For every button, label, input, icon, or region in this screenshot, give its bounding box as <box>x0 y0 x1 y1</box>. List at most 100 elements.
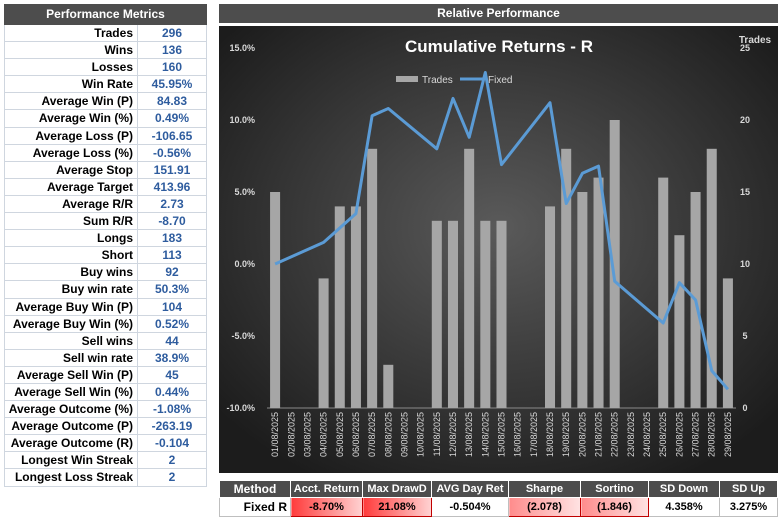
x-axis-tick-label: 02/08/2025 <box>286 412 296 457</box>
metric-label: Average Sell Win (%) <box>5 383 138 401</box>
metrics-row: Win Rate 45.95% <box>5 76 206 94</box>
stats-table: Method Acct. Return Max DrawD AVG Day Re… <box>219 480 778 517</box>
right-axis-tick-label: 0 <box>742 403 747 413</box>
metric-label: Buy win rate <box>5 281 138 298</box>
metric-value: 104 <box>161 299 183 314</box>
stats-header-row: Method Acct. Return Max DrawD AVG Day Re… <box>219 480 778 498</box>
metric-label: Average Win (P) <box>5 93 138 110</box>
metric-value: 92 <box>165 265 179 280</box>
metric-value: 45.95% <box>151 77 193 92</box>
stats-row-fixed: Fixed R -8.70% 21.08% -0.504% (2.078) (1… <box>219 497 778 517</box>
legend-fixed-label: Fixed <box>488 75 512 86</box>
metric-value: 2.73 <box>160 196 184 211</box>
x-axis-tick-label: 14/08/2025 <box>480 412 490 457</box>
x-axis-tick-label: 19/08/2025 <box>561 412 571 457</box>
right-axis-tick-label: 5 <box>742 331 747 341</box>
metrics-row: Sell wins 44 <box>5 332 206 350</box>
trades-bar <box>350 206 361 408</box>
x-axis-tick-label: 28/08/2025 <box>707 412 717 457</box>
metric-value: 38.9% <box>154 350 190 365</box>
trades-bar <box>383 364 394 408</box>
trades-bar <box>464 148 475 409</box>
metrics-row: Buy wins 92 <box>5 264 206 282</box>
trades-bar <box>431 220 442 408</box>
x-axis-tick-label: 16/08/2025 <box>513 412 523 457</box>
metrics-row: Sum R/R -8.70 <box>5 213 206 231</box>
stats-header-sortino: Sortino <box>580 480 649 498</box>
metric-value: -0.56% <box>152 145 192 160</box>
metric-label: Average Sell Win (P) <box>5 366 138 383</box>
relative-performance-title: Relative Performance <box>219 4 778 23</box>
metric-value: -106.65 <box>151 128 193 143</box>
x-axis-tick-label: 10/08/2025 <box>416 412 426 457</box>
metric-label: Average Outcome (R) <box>5 435 138 452</box>
x-axis-tick-label: 05/08/2025 <box>335 412 345 457</box>
metrics-row: Losses 160 <box>5 59 206 77</box>
metric-label: Average Outcome (%) <box>5 401 138 418</box>
metric-label: Average R/R <box>5 195 138 213</box>
x-axis-tick-label: 03/08/2025 <box>302 412 312 457</box>
metric-label: Longest Win Streak <box>5 452 138 469</box>
metric-label: Sell win rate <box>5 349 138 366</box>
stats-header-acct-return: Acct. Return <box>290 480 363 498</box>
left-axis-tick-label: 15.0% <box>229 43 255 53</box>
trades-bar <box>447 220 458 408</box>
x-axis-tick-label: 17/08/2025 <box>529 412 539 457</box>
left-axis-tick-label: 5.0% <box>234 187 255 197</box>
stats-header-method: Method <box>219 480 291 498</box>
metrics-row: Average Sell Win (%) 0.44% <box>5 383 206 402</box>
metric-label: Win Rate <box>5 76 138 93</box>
metrics-row: Average Stop 151.91 <box>5 161 206 179</box>
left-axis-tick-label: 10.0% <box>229 115 255 125</box>
left-axis-tick-label: -10.0% <box>226 403 255 413</box>
metric-value: 2 <box>168 453 176 468</box>
trades-bar <box>480 220 491 408</box>
metric-label: Average Outcome (P) <box>5 418 138 435</box>
metric-value: -1.08% <box>152 402 192 417</box>
metric-value: 136 <box>161 43 183 58</box>
stats-avg-day-ret-value: -0.504% <box>431 497 509 517</box>
right-axis-title: Trades <box>739 35 772 46</box>
metric-label: Average Buy Win (%) <box>5 315 138 332</box>
stats-header-max-drawdown: Max DrawD <box>362 480 432 498</box>
metric-value: 45 <box>165 367 179 382</box>
metric-label: Average Buy Win (P) <box>5 298 138 315</box>
metric-value: -8.70 <box>158 214 186 229</box>
performance-metrics-table: Performance Metrics Trades 296 Wins 136 Loss… <box>4 4 207 487</box>
metric-label: Buy wins <box>5 264 138 281</box>
metric-value: 413.96 <box>153 179 191 194</box>
metric-label: Average Loss (P) <box>5 127 138 144</box>
metrics-row: Average Target 413.96 <box>5 178 206 196</box>
x-axis-tick-label: 22/08/2025 <box>610 412 620 457</box>
metrics-row: Longest Win Streak 2 <box>5 452 206 470</box>
x-axis-tick-label: 12/08/2025 <box>448 412 458 457</box>
x-axis-tick-label: 23/08/2025 <box>626 412 636 457</box>
stats-header-sharpe: Sharpe <box>508 480 581 498</box>
trades-bar <box>609 120 620 408</box>
trades-bar <box>674 235 685 408</box>
metric-value: 2 <box>168 470 176 485</box>
metric-value: 50.3% <box>154 282 190 297</box>
metric-label: Losses <box>5 59 138 76</box>
legend-trades-swatch <box>396 76 418 82</box>
right-axis-tick-label: 20 <box>740 115 750 125</box>
x-axis-tick-label: 25/08/2025 <box>658 412 668 457</box>
metrics-row: Wins 136 <box>5 42 206 60</box>
fixed-line <box>274 71 730 391</box>
x-axis-tick-label: 08/08/2025 <box>383 412 393 457</box>
performance-metrics-title: Performance Metrics <box>4 4 207 25</box>
trades-bar <box>334 206 345 408</box>
stats-sd-up-value: 3.275% <box>719 497 778 517</box>
legend-trades-label: Trades <box>422 75 453 86</box>
stats-sharpe-value: (2.078) <box>508 497 581 517</box>
x-axis-tick-label: 13/08/2025 <box>464 412 474 457</box>
stats-header-sd-up: SD Up <box>719 480 778 498</box>
metrics-row: Sell win rate 38.9% <box>5 349 206 367</box>
metric-label: Average Stop <box>5 161 138 178</box>
metric-value: 44 <box>165 333 179 348</box>
trades-bar <box>577 192 588 408</box>
metrics-row: Average R/R 2.73 <box>5 195 206 214</box>
stats-header-sd-down: SD Down <box>648 480 720 498</box>
x-axis-tick-label: 06/08/2025 <box>351 412 361 457</box>
left-axis-tick-label: -5.0% <box>231 331 255 341</box>
